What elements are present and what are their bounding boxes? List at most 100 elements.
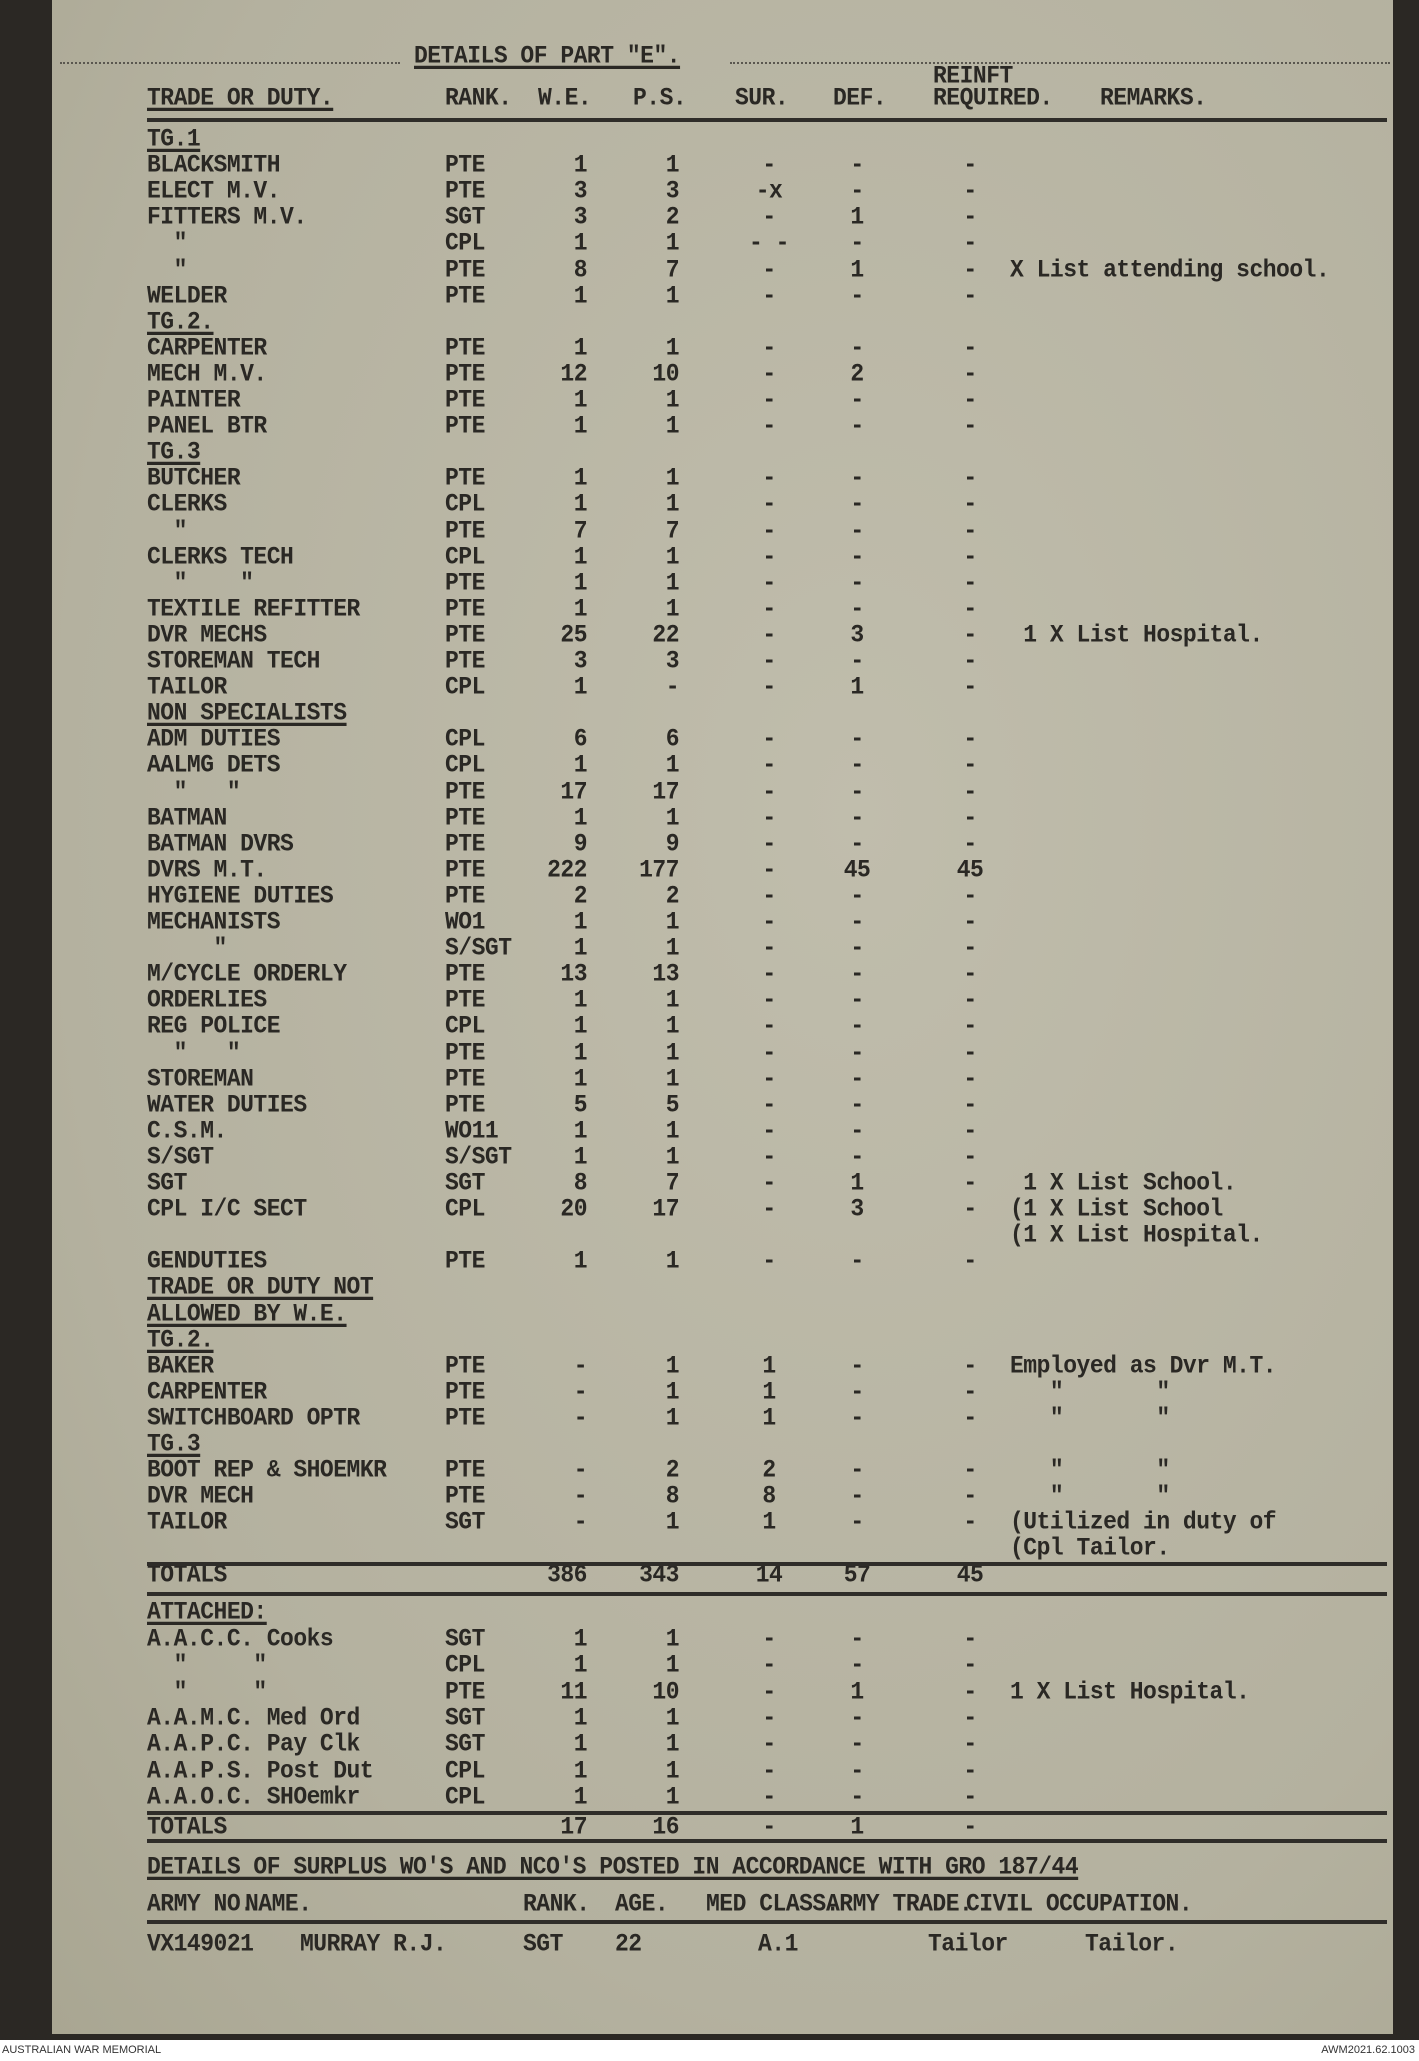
table-row-reinf: -: [963, 255, 977, 284]
table-row-ps: 1: [665, 986, 680, 1015]
table-row-def: -: [850, 908, 864, 937]
table-row-reinf: -: [963, 333, 977, 362]
attached-totals-def: 1: [850, 1813, 864, 1842]
table-row-we: 2: [573, 881, 588, 910]
table-row-def: 2: [850, 359, 864, 388]
attached-totals-sur: -: [762, 1813, 776, 1842]
table-row-sur: -: [762, 1090, 776, 1119]
table-row-def: -: [850, 1403, 864, 1432]
table-row-we: 1: [573, 803, 588, 832]
table-row-we: 1: [573, 673, 588, 702]
table-row-sur: -: [762, 803, 776, 832]
table-row-rank: WO1: [445, 908, 485, 937]
attached-row-sur: -: [762, 1730, 776, 1759]
attached-totals-we: 17: [560, 1813, 587, 1842]
table-row-trade: CLERKS: [147, 490, 227, 519]
table-row-ps: 13: [652, 960, 679, 989]
surplus-header: MED CLASS.: [706, 1890, 840, 1919]
table-row-reinf: -: [963, 281, 977, 310]
table-row-def: -: [850, 1456, 864, 1485]
attached-totals-ps: 16: [652, 1813, 679, 1842]
table-row-sur: -: [762, 1142, 776, 1171]
table-row-trade: CPL I/C SECT: [147, 1195, 307, 1224]
attached-row-sur: -: [762, 1677, 776, 1706]
table-row-reinf: -: [963, 412, 977, 441]
table-row-rank: PTE: [445, 1377, 485, 1406]
table-row-ps: 2: [665, 881, 680, 910]
attached-row-reinf: -: [963, 1651, 977, 1680]
table-row-def: -: [850, 490, 864, 519]
table-row-ps: 1: [665, 412, 680, 441]
table-row-reinf: -: [963, 725, 977, 754]
table-row-we: 8: [573, 1169, 588, 1198]
section-heading-trade: NON SPECIALISTS: [147, 699, 347, 728]
table-row-sur: 8: [762, 1482, 776, 1511]
table-row-sur: -: [762, 1116, 776, 1145]
table-row-def: -: [850, 412, 864, 441]
table-row-trade: TAILOR: [147, 1508, 227, 1537]
table-row-ps: 8: [665, 1482, 680, 1511]
attached-row-ps: 10: [652, 1677, 679, 1706]
header-def: DEF.: [833, 84, 887, 113]
attached-row-reinf: -: [963, 1703, 977, 1732]
table-row-we: 13: [560, 960, 587, 989]
table-row-ps: 3: [665, 177, 680, 206]
table-row-trade: AALMG DETS: [147, 751, 281, 780]
attached-row-ps: 1: [665, 1651, 680, 1680]
table-row-trade: DVR MECHS: [147, 620, 267, 649]
table-row-reinf: -: [963, 1064, 977, 1093]
attached-row-def: -: [850, 1756, 864, 1785]
table-row-def: -: [850, 1038, 864, 1067]
table-row-ps: 17: [652, 777, 679, 806]
table-row-trade: C.S.M.: [147, 1116, 227, 1145]
attached-row-trade: A.A.P.C. Pay Clk: [147, 1730, 360, 1759]
section-heading-trade: TG.2.: [147, 307, 214, 336]
attached-row-ps: 1: [665, 1756, 680, 1785]
table-row-def: -: [850, 777, 864, 806]
table-row-sur: -: [762, 151, 776, 180]
attached-row-reinf: -: [963, 1756, 977, 1785]
surplus-cell: Tailor: [928, 1930, 1008, 1959]
attached-row-sur: -: [762, 1651, 776, 1680]
attached-row-we: 1: [573, 1703, 588, 1732]
table-row-def: -: [850, 960, 864, 989]
surplus-cell: MURRAY R.J.: [300, 1930, 447, 1959]
table-row-def: -: [850, 881, 864, 910]
table-row-sur: -: [762, 908, 776, 937]
attached-row-def: 1: [850, 1677, 864, 1706]
table-row-sur: -: [762, 751, 776, 780]
table-row-trade: TEXTILE REFITTER: [147, 594, 360, 623]
table-row-reinf: -: [963, 359, 977, 388]
table-row-we: 9: [573, 829, 588, 858]
table-row-we: 12: [560, 359, 587, 388]
table-row-trade: S/SGT: [147, 1142, 214, 1171]
table-row-sur: 1: [762, 1508, 776, 1537]
table-row-trade: DVRS M.T.: [147, 855, 267, 884]
table-row-reinf: -: [963, 151, 977, 180]
attached-row-ps: 1: [665, 1625, 680, 1654]
table-row-trade: SWITCHBOARD OPTR: [147, 1403, 360, 1432]
table-row-reinf: 45: [956, 855, 984, 884]
table-row-rank: PTE: [445, 1064, 485, 1093]
dotted-line: [60, 62, 400, 64]
table-row-we: 1: [573, 412, 588, 441]
table-row-ps: 1: [665, 803, 680, 832]
table-row-sur: -: [762, 777, 776, 806]
surplus-cell: 22: [615, 1930, 642, 1959]
table-row-def: 45: [843, 855, 871, 884]
header-trade: TRADE OR DUTY.: [147, 84, 334, 113]
attached-totals-reinf: -: [963, 1813, 977, 1842]
table-row-sur: -: [762, 725, 776, 754]
table-row-ps: 1: [665, 1403, 680, 1432]
table-row-ps: 1: [665, 1247, 680, 1276]
table-row-we: 1: [573, 386, 588, 415]
attached-row-sur: -: [762, 1782, 776, 1811]
table-row-reinf: -: [963, 620, 977, 649]
table-row-def: -: [850, 1377, 864, 1406]
table-row-rank: PTE: [445, 829, 485, 858]
table-row-def: -: [850, 333, 864, 362]
table-row-ps: 1: [665, 464, 680, 493]
table-row-def: 3: [850, 620, 864, 649]
table-row-def: -: [850, 464, 864, 493]
attached-totals-rule-bottom: [147, 1839, 1387, 1843]
